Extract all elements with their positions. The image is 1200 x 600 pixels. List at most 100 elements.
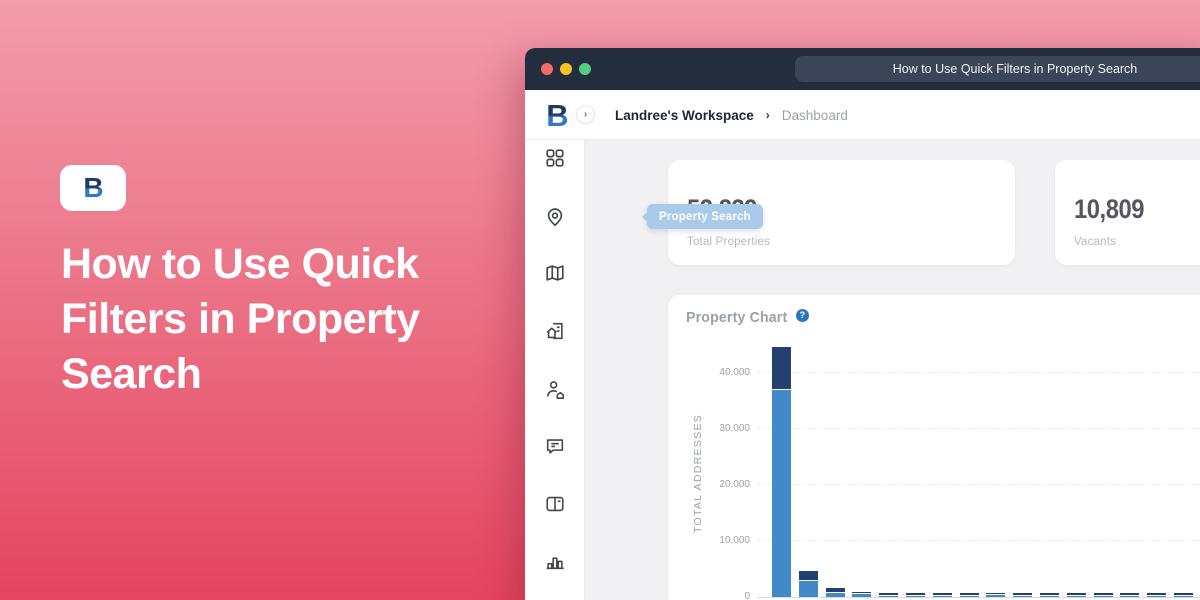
bar-top-segment <box>1013 593 1032 595</box>
chart-bar[interactable] <box>1013 593 1032 597</box>
app-logo[interactable]: B <box>537 95 577 135</box>
chart-y-tick-label: 0 <box>680 591 750 600</box>
property-chart-card: Property Chart ? TOTAL ADDRESSES 010,000… <box>668 295 1200 600</box>
bar-base-segment <box>852 594 871 597</box>
bar-base-segment <box>1174 596 1193 598</box>
bar-base-segment <box>826 593 845 597</box>
tooltip-label: Property Search <box>659 211 751 223</box>
chart-bar[interactable] <box>933 593 952 597</box>
bar-base-segment <box>1067 596 1086 598</box>
chart-gridline <box>758 484 1200 485</box>
chart-bar[interactable] <box>1094 593 1113 597</box>
bar-top-segment <box>933 593 952 595</box>
bar-base-segment <box>1013 596 1032 598</box>
analytics-chart-icon[interactable] <box>544 550 566 572</box>
chart-y-tick-label: 40,000 <box>680 367 750 378</box>
bar-top-segment <box>879 593 898 595</box>
close-window-button[interactable] <box>541 63 553 75</box>
chart-bar[interactable] <box>852 592 871 597</box>
bar-base-segment <box>986 595 1005 597</box>
bar-top-segment <box>1040 593 1059 595</box>
browser-window: How to Use Quick Filters in Property Sea… <box>525 48 1200 600</box>
property-search-pin-icon[interactable] <box>544 206 566 228</box>
bar-base-segment <box>960 596 979 598</box>
messages-icon[interactable] <box>544 435 566 457</box>
chart-bar[interactable] <box>826 588 845 597</box>
bar-top-segment <box>1147 593 1166 595</box>
directory-book-icon[interactable] <box>544 493 566 515</box>
vacants-label: Vacants <box>1074 236 1116 248</box>
chart-gridline <box>758 372 1200 373</box>
chart-y-tick-label: 10,000 <box>680 535 750 546</box>
owner-contact-icon[interactable] <box>544 378 566 400</box>
page-background: { "hero": { "logo_letter": "B", "title":… <box>0 0 1200 600</box>
hero-title: How to Use Quick Filters in Property Sea… <box>61 237 485 402</box>
chart-y-tick-label: 20,000 <box>680 479 750 490</box>
chart-bar[interactable] <box>772 347 791 597</box>
bar-top-segment <box>960 593 979 595</box>
bar-top-segment <box>852 592 871 594</box>
browser-titlebar: How to Use Quick Filters in Property Sea… <box>525 48 1200 90</box>
chart-title-row: Property Chart ? <box>686 309 809 326</box>
chart-title: Property Chart <box>686 309 787 326</box>
browser-title-text: How to Use Quick Filters in Property Sea… <box>893 62 1138 76</box>
chart-bar[interactable] <box>960 593 979 597</box>
bar-top-segment <box>799 571 818 580</box>
vacants-value: 10,809 <box>1074 194 1144 225</box>
bar-base-segment <box>1120 596 1139 598</box>
help-icon[interactable]: ? <box>796 309 809 322</box>
sidebar <box>525 140 585 600</box>
property-search-tooltip[interactable]: Property Search <box>647 204 763 229</box>
chart-bar[interactable] <box>906 593 925 597</box>
chart-plot-area <box>758 345 1200 597</box>
dashboard-grid-icon[interactable] <box>544 147 566 169</box>
chart-bar[interactable] <box>1067 593 1086 597</box>
hero-logo-badge: B <box>60 165 126 211</box>
bar-base-segment <box>933 596 952 598</box>
bar-base-segment <box>799 581 818 597</box>
bar-top-segment <box>826 588 845 592</box>
chart-bar[interactable] <box>879 593 898 597</box>
brand-logo-letter: B <box>83 174 102 202</box>
map-icon[interactable] <box>544 262 566 284</box>
breadcrumb-separator-icon: › <box>766 108 770 122</box>
main-content: 52,839 Total Properties 10,809 Vacants P… <box>585 140 1200 600</box>
browser-url-bar[interactable]: How to Use Quick Filters in Property Sea… <box>795 56 1200 82</box>
bar-top-segment <box>906 593 925 595</box>
chart-bar[interactable] <box>1040 593 1059 597</box>
sidebar-expand-button[interactable]: › <box>576 105 595 124</box>
chart-gridline <box>758 428 1200 429</box>
traffic-lights <box>541 63 591 75</box>
bar-top-segment <box>772 347 791 389</box>
chart-gridline <box>758 540 1200 541</box>
bar-base-segment <box>906 596 925 598</box>
chart-bar[interactable] <box>799 571 818 597</box>
bar-top-segment <box>1094 593 1113 595</box>
chart-bar[interactable] <box>1120 593 1139 597</box>
chart-bar[interactable] <box>1174 593 1193 597</box>
bar-top-segment <box>1067 593 1086 595</box>
chart-bar[interactable] <box>986 593 1005 597</box>
bar-base-segment <box>1040 596 1059 598</box>
total-properties-label: Total Properties <box>687 236 770 248</box>
chevron-right-icon: › <box>584 109 587 120</box>
bar-base-segment <box>772 390 791 597</box>
bar-top-segment <box>986 593 1005 595</box>
app-logo-letter: B <box>546 100 567 131</box>
app-header: B › Landree's Workspace › Dashboard <box>525 90 1200 140</box>
breadcrumb-workspace[interactable]: Landree's Workspace <box>615 108 754 123</box>
bar-top-segment <box>1120 593 1139 595</box>
bar-base-segment <box>1094 596 1113 598</box>
breadcrumb-page[interactable]: Dashboard <box>782 108 848 123</box>
bar-base-segment <box>1147 596 1166 598</box>
vacants-card: 10,809 Vacants <box>1055 160 1200 265</box>
zoom-window-button[interactable] <box>579 63 591 75</box>
minimize-window-button[interactable] <box>560 63 572 75</box>
breadcrumb: Landree's Workspace › Dashboard <box>615 90 848 140</box>
tooltip-arrow-icon <box>642 212 647 222</box>
chart-bar[interactable] <box>1147 593 1166 597</box>
chart-y-tick-label: 30,000 <box>680 423 750 434</box>
property-list-icon[interactable] <box>544 320 566 342</box>
bar-base-segment <box>879 596 898 598</box>
chart-x-axis-line <box>758 597 1200 598</box>
